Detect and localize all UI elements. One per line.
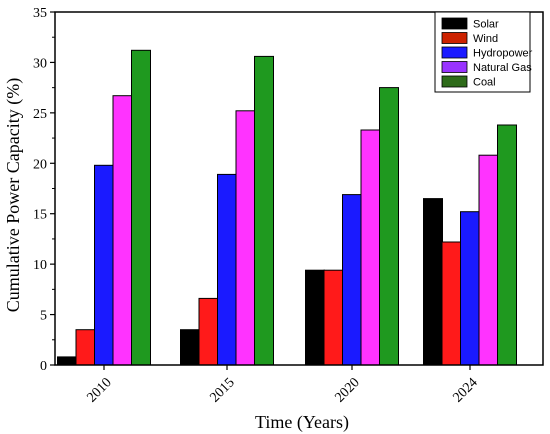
legend-swatch-wind [441, 32, 468, 44]
bar-solar-2010 [57, 356, 77, 366]
legend-swatch-solar [441, 17, 468, 30]
bar-natural-gas-2020 [360, 129, 381, 366]
bar-hydropower-2015 [217, 173, 237, 366]
bar-solar-2024 [423, 198, 443, 366]
legend-label-wind: Wind [473, 33, 498, 45]
legend-swatch-hydropower [441, 46, 468, 59]
bar-hydropower-2024 [460, 211, 480, 366]
legend-label-hydropower: Hydropower [473, 48, 533, 60]
x-tick-label: 2024 [450, 375, 480, 405]
bar-natural-gas-2015 [235, 110, 256, 366]
legend-label-solar: Solar [473, 19, 499, 31]
bar-coal-2015 [254, 55, 274, 366]
x-tick-label: 2015 [207, 375, 237, 405]
x-axis-label: Time (Years) [255, 412, 349, 433]
bar-wind-2010 [75, 329, 96, 366]
y-tick-label: 10 [33, 258, 47, 273]
bar-solar-2015 [180, 329, 200, 366]
y-tick-label: 5 [40, 309, 47, 324]
bar-wind-2015 [198, 297, 219, 366]
bar-solar-2020 [305, 269, 325, 366]
legend-label-coal: Coal [473, 77, 496, 89]
y-tick-label: 35 [33, 6, 47, 21]
bar-coal-2024 [497, 124, 517, 366]
bar-natural-gas-2024 [478, 154, 499, 366]
x-tick-label: 2020 [332, 375, 362, 405]
bars-layer [57, 49, 517, 366]
y-tick-label: 0 [40, 359, 47, 374]
bar-hydropower-2020 [342, 194, 362, 366]
legend-swatch-coal [441, 75, 468, 88]
bar-coal-2010 [131, 49, 151, 366]
legend: Solar Wind Hydropower Natural Gas Coal [434, 11, 533, 93]
bar-wind-2020 [323, 269, 344, 366]
y-tick-label: 30 [33, 56, 47, 71]
y-tick-label: 25 [33, 107, 47, 122]
legend-label-natural-gas: Natural Gas [473, 62, 532, 74]
bar-wind-2024 [441, 241, 462, 366]
bar-natural-gas-2010 [112, 95, 133, 366]
x-tick-label: 2010 [84, 375, 114, 405]
y-tick-label: 20 [33, 157, 47, 172]
y-axis-label: Cumulative Power Capacity (%) [3, 78, 24, 312]
bar-coal-2020 [379, 87, 399, 366]
y-tick-label: 15 [33, 208, 47, 223]
bar-hydropower-2010 [94, 164, 114, 366]
legend-swatch-natural-gas [441, 61, 468, 73]
